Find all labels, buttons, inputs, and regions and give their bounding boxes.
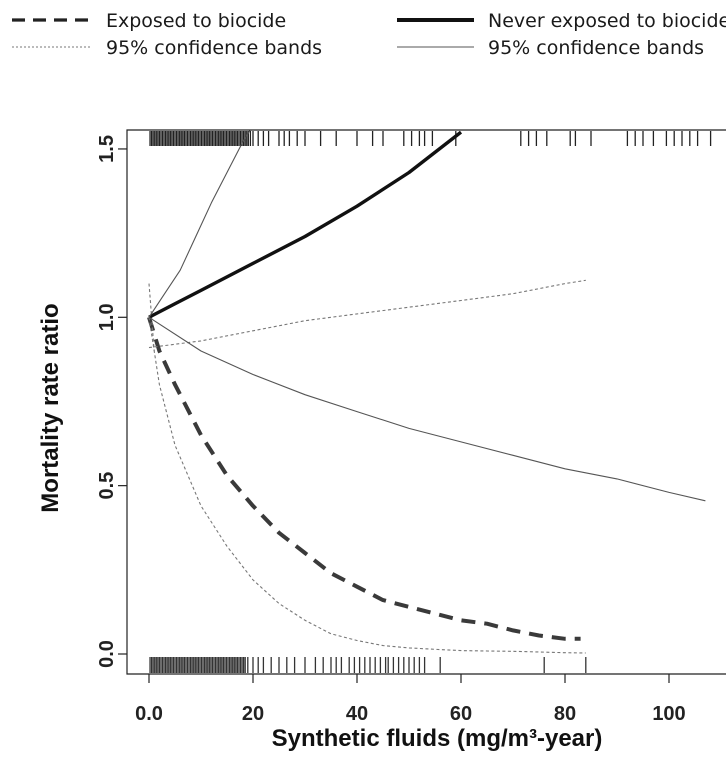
legend-label-never-exposed: Never exposed to biocide: [488, 10, 726, 32]
plot-frame-border: [126, 129, 726, 675]
series-line-1: [148, 317, 586, 654]
x-tick-label: 0.0: [135, 703, 163, 725]
y-tick-label: 0.0: [96, 640, 118, 668]
rug-top: [149, 131, 712, 146]
y-tick-label: 1.0: [96, 303, 118, 331]
series-line-2: [148, 279, 586, 349]
x-axis-title: Synthetic fluids (mg/m³-year): [272, 725, 603, 752]
series-line-0: [147, 316, 581, 641]
legend-label-exposed-ci: 95% confidence bands: [106, 37, 322, 59]
x-tick-label: 40: [346, 703, 368, 725]
series-line-6: [148, 316, 706, 502]
plot-frame: [126, 129, 726, 675]
y-axis-title: Mortality rate ratio: [37, 303, 64, 512]
x-tick-label: 20: [242, 703, 264, 725]
x-axis: 0.0 20 40 60 80 100: [135, 674, 686, 725]
plot-area: [126, 129, 726, 675]
x-tick-label: 80: [554, 703, 576, 725]
legend-label-exposed: Exposed to biocide: [106, 10, 286, 32]
y-tick-label: 0.5: [96, 472, 118, 500]
legend-label-never-exposed-ci: 95% confidence bands: [488, 37, 704, 59]
x-tick-label: 100: [652, 703, 685, 725]
x-tick-label: 60: [450, 703, 472, 725]
y-tick-label: 1.5: [96, 135, 118, 163]
series-line-5: [148, 130, 251, 318]
series-layer: [147, 130, 706, 654]
y-axis: 0.0 0.5 1.0 1.5: [96, 135, 127, 668]
series-line-4: [148, 130, 463, 319]
rug-bottom: [149, 657, 587, 673]
legend: Exposed to biocide 95% confidence bands …: [12, 10, 726, 59]
